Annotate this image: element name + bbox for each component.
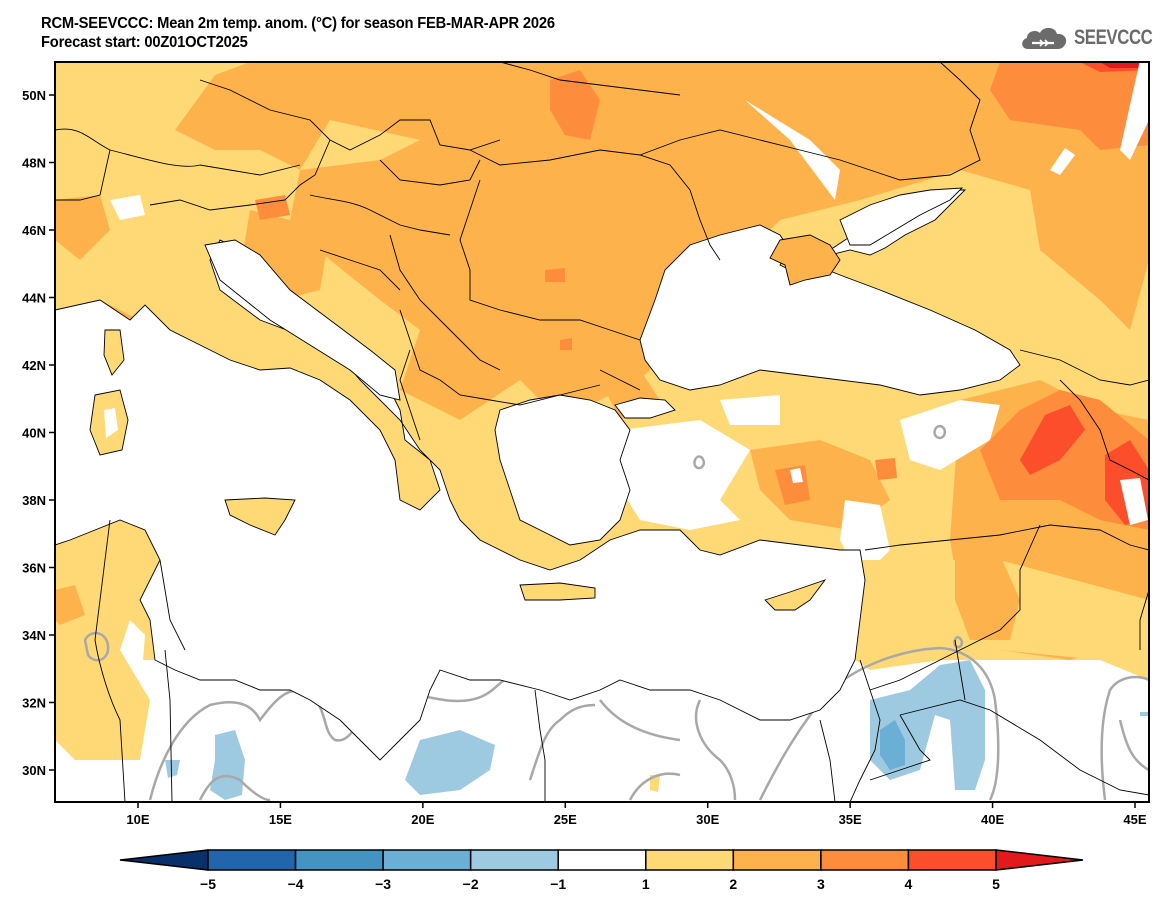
colorbar-bin <box>820 849 910 871</box>
lat-tick-label: 46N <box>22 223 46 238</box>
logo-text: SEEVCCC <box>1074 26 1153 49</box>
lon-tick-label: 30E <box>696 812 719 827</box>
anomaly-minus-2-3-regions <box>880 720 905 770</box>
colorbar-bin <box>469 849 559 871</box>
colorbar-bin <box>907 849 997 871</box>
chart-title: RCM-SEEVCCC: Mean 2m temp. anom. (°C) fo… <box>41 14 555 52</box>
lon-tick-label: 45E <box>1123 812 1146 827</box>
lat-tick-label: 34N <box>22 628 46 643</box>
colorbar-bin <box>207 849 297 871</box>
colorbar-label: 1 <box>642 876 650 892</box>
colorbar-bin <box>645 849 735 871</box>
title-line-2: Forecast start: 00Z01OCT2025 <box>41 34 248 51</box>
country-borders <box>55 62 1149 802</box>
colorbar: −5 −4 −3 −2 −1 1 2 3 4 5 <box>119 849 1084 892</box>
lon-tick-label: 40E <box>981 812 1004 827</box>
lat-tick-label: 30N <box>22 763 46 778</box>
colorbar-label: −3 <box>375 876 391 892</box>
colorbar-label: −5 <box>200 876 216 892</box>
colorbar-label: 3 <box>817 876 825 892</box>
lat-tick-label: 48N <box>22 156 46 171</box>
lon-tick-label: 25E <box>554 812 577 827</box>
colorbar-label: 5 <box>992 876 1000 892</box>
lat-tick-label: 50N <box>22 88 46 103</box>
map-plot-area <box>55 62 1149 802</box>
colorbar-bin <box>382 849 472 871</box>
lon-tick-label: 35E <box>839 812 862 827</box>
lat-tick-label: 42N <box>22 358 46 373</box>
lon-tick-label: 15E <box>269 812 292 827</box>
colorbar-bin <box>732 849 822 871</box>
lat-tick-label: 38N <box>22 493 46 508</box>
lat-tick-label: 40N <box>22 426 46 441</box>
lat-tick-label: 44N <box>22 291 46 306</box>
colorbar-bin <box>557 849 647 871</box>
colorbar-label: −4 <box>288 876 304 892</box>
colorbar-min-arrow <box>119 849 209 871</box>
lat-tick-label: 32N <box>22 696 46 711</box>
lon-tick-label: 10E <box>126 812 149 827</box>
sardinia-white <box>104 408 118 438</box>
seas <box>55 187 1021 761</box>
crimea <box>769 234 841 286</box>
sea-of-marmara <box>614 397 676 419</box>
anomaly-above-5-region <box>1100 62 1149 68</box>
colorbar-label: 2 <box>729 876 737 892</box>
adriatic-sea <box>204 239 401 401</box>
colorbar-max-arrow <box>995 849 1084 871</box>
colorbar-bin <box>294 849 384 871</box>
colorbar-label: −2 <box>463 876 479 892</box>
sea-of-azov <box>839 187 964 246</box>
corsica <box>103 329 125 376</box>
longitude-axis: 10E 15E 20E 25E 30E 35E 40E 45E <box>126 802 1147 827</box>
title-line-1: RCM-SEEVCCC: Mean 2m temp. anom. (°C) fo… <box>41 15 555 32</box>
colorbar-label: 4 <box>905 876 913 892</box>
sicily <box>224 497 296 536</box>
cloud-icon <box>1022 27 1067 49</box>
cyprus <box>764 579 827 611</box>
aegean-sea <box>494 394 631 546</box>
seevccc-logo: SEEVCCC <box>1018 22 1165 54</box>
latitude-axis: 50N 48N 46N 44N 42N 40N 38N 36N 34N 32N 30N <box>22 88 55 778</box>
anomaly-2-3-south <box>55 555 1020 640</box>
colorbar-label: −1 <box>550 876 566 892</box>
mediterranean-sea <box>55 239 866 761</box>
lon-tick-label: 20E <box>411 812 434 827</box>
lat-tick-label: 36N <box>22 561 46 576</box>
islands <box>89 234 841 611</box>
crete <box>519 582 596 601</box>
